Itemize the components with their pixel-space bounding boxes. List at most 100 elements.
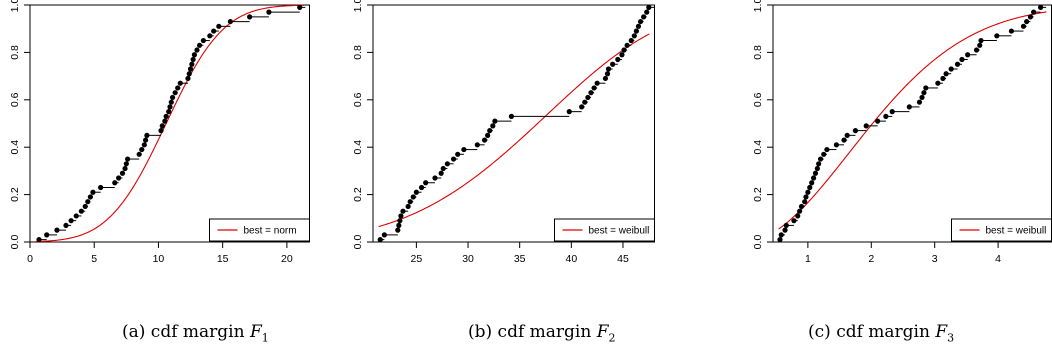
chart-panel-2: 25 30 35 40 45 0.0 0.2 0.4 0.6 0.8 1.0 best = weibu… <box>352 0 655 265</box>
ecdf-point <box>777 237 783 243</box>
ecdf-point <box>400 208 406 214</box>
ecdf-point <box>123 161 129 167</box>
x-tick-label: 25 <box>411 253 423 265</box>
ecdf-point <box>207 33 213 39</box>
ecdf-point <box>585 94 591 101</box>
ecdf-point <box>122 165 128 172</box>
y-tick-label: 0.6 <box>352 92 364 107</box>
ecdf-point <box>68 218 74 224</box>
ecdf-point <box>566 109 572 115</box>
ecdf-point <box>82 203 88 210</box>
cdf-figure: 0 5 10 15 20 0.0 0.2 0.4 0.6 0.8 1.0 best = norm 25 3… <box>9 0 1052 265</box>
ecdf-point <box>186 71 192 77</box>
legend-label: best = weibull <box>986 226 1047 237</box>
ecdf-point <box>297 4 303 10</box>
ecdf-point <box>1024 18 1030 25</box>
ecdf-point <box>863 123 869 129</box>
x-tick-label: 10 <box>153 253 165 265</box>
ecdf-point <box>802 199 808 205</box>
ecdf-point <box>605 66 612 72</box>
ecdf-point <box>916 99 923 105</box>
ecdf-point <box>78 208 84 214</box>
y-tick-label: 1.0 <box>752 0 764 12</box>
ecdf-point <box>398 213 404 219</box>
y-tick-label: 0.8 <box>9 45 21 60</box>
ecdf-point <box>579 104 585 110</box>
ecdf-point <box>444 161 450 167</box>
ecdf-point <box>783 222 789 229</box>
ecdf-point <box>852 128 859 134</box>
ecdf-point <box>191 52 198 58</box>
ecdf-point <box>604 71 611 77</box>
fitted-cdf-curve <box>778 11 1047 230</box>
ecdf-point <box>817 156 824 162</box>
ecdf-point <box>381 232 387 238</box>
y-tick-label: 0.4 <box>752 140 764 155</box>
x-tick-label: 30 <box>462 253 474 265</box>
ecdf-point <box>168 99 174 105</box>
ecdf-point <box>646 4 652 10</box>
ecdf-point <box>954 61 961 67</box>
ecdf-point <box>142 137 149 143</box>
ecdf-point <box>633 28 640 34</box>
ecdf-point <box>812 170 819 176</box>
ecdf-point <box>139 146 145 153</box>
ecdf-point <box>189 61 195 67</box>
ecdf-point <box>485 132 491 138</box>
caption-a: (a) cdf margin F1 <box>122 322 269 345</box>
ecdf-point <box>112 180 118 186</box>
ecdf-point <box>844 132 850 138</box>
ecdf-point <box>36 237 42 243</box>
ecdf-point <box>803 194 809 200</box>
legend-label: best = weibull <box>589 226 650 237</box>
ecdf-point <box>977 42 983 48</box>
ecdf-point <box>973 47 980 53</box>
x-tick-label: 15 <box>217 253 229 265</box>
ecdf-point <box>778 232 784 238</box>
ecdf-point <box>247 14 253 20</box>
ecdf-point <box>628 37 634 44</box>
ecdf-point <box>943 71 949 77</box>
y-tick-label: 1.0 <box>352 0 364 12</box>
ecdf-point <box>432 175 438 181</box>
ecdf-point <box>615 56 621 63</box>
ecdf-point <box>490 123 496 129</box>
ecdf-point <box>935 80 941 86</box>
x-tick-label: 1 <box>805 253 811 265</box>
ecdf-point <box>994 33 1000 39</box>
ecdf-point <box>54 227 60 233</box>
ecdf-point <box>396 222 402 229</box>
ecdf-point <box>163 113 169 119</box>
x-tick-label: 2 <box>868 253 874 265</box>
x-tick-label: 45 <box>617 253 629 265</box>
ecdf-point <box>797 208 803 214</box>
ecdf-point <box>965 52 971 58</box>
ecdf-point <box>216 23 222 29</box>
x-tick-label: 3 <box>932 253 938 265</box>
ecdf-point <box>602 75 609 82</box>
y-tick-label: 0.2 <box>352 187 364 202</box>
ecdf-point <box>644 9 650 15</box>
ecdf-point <box>508 113 515 119</box>
ecdf-point <box>187 66 194 72</box>
ecdf-point <box>90 189 96 195</box>
y-tick-label: 0.4 <box>352 140 364 155</box>
ecdf-point <box>418 184 425 191</box>
y-tick-label: 1.0 <box>9 0 21 12</box>
ecdf-point <box>169 94 176 101</box>
ecdf-point <box>227 18 233 25</box>
ecdf-point <box>810 175 817 181</box>
ecdf-point <box>172 90 178 96</box>
ecdf-point <box>875 118 881 124</box>
ecdf-point <box>211 28 217 34</box>
ecdf-point <box>1008 28 1015 34</box>
ecdf-point <box>410 194 416 200</box>
ecdf-point <box>883 113 889 119</box>
ecdf-point <box>591 85 597 91</box>
ecdf-point <box>63 222 69 229</box>
caption-c: (c) cdf margin F3 <box>808 322 955 345</box>
ecdf-point <box>582 99 588 105</box>
ecdf-point <box>588 90 594 96</box>
ecdf-point <box>906 104 912 110</box>
ecdf-point <box>824 146 830 153</box>
